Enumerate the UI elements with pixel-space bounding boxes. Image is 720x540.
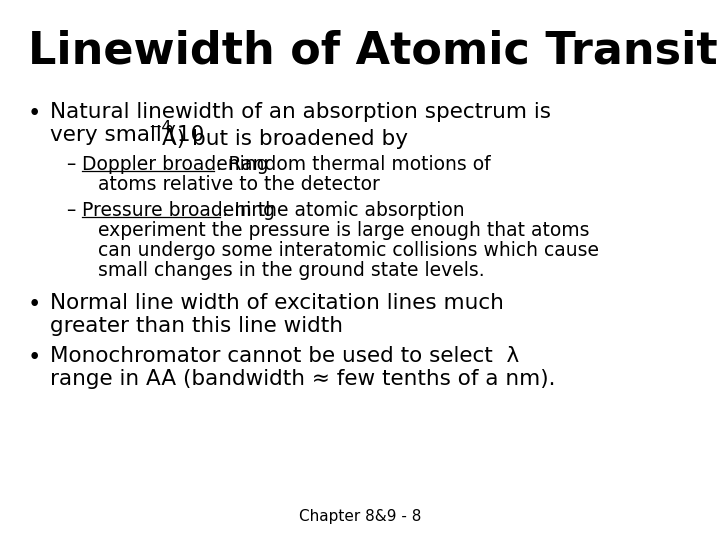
Text: Natural linewidth of an absorption spectrum is: Natural linewidth of an absorption spect… bbox=[50, 102, 551, 122]
Text: •: • bbox=[28, 346, 41, 369]
Text: range in AA (bandwidth ≈ few tenths of a nm).: range in AA (bandwidth ≈ few tenths of a… bbox=[50, 369, 556, 389]
Text: Linewidth of Atomic Transitions: Linewidth of Atomic Transitions bbox=[28, 30, 720, 73]
Text: Normal line width of excitation lines much: Normal line width of excitation lines mu… bbox=[50, 293, 504, 313]
Text: : In the atomic absorption: : In the atomic absorption bbox=[222, 201, 464, 220]
Text: : Random thermal motions of: : Random thermal motions of bbox=[216, 155, 490, 174]
Text: small changes in the ground state levels.: small changes in the ground state levels… bbox=[98, 261, 485, 280]
Text: can undergo some interatomic collisions which cause: can undergo some interatomic collisions … bbox=[98, 241, 599, 260]
Text: •: • bbox=[28, 293, 41, 316]
Text: Chapter 8&9 - 8: Chapter 8&9 - 8 bbox=[299, 509, 421, 524]
Text: −4: −4 bbox=[148, 120, 171, 135]
Text: very small (10: very small (10 bbox=[50, 125, 204, 145]
Text: atoms relative to the detector: atoms relative to the detector bbox=[98, 175, 380, 194]
Text: –: – bbox=[66, 155, 76, 174]
Text: Doppler broadening: Doppler broadening bbox=[82, 155, 269, 174]
Text: Å) but is broadened by: Å) but is broadened by bbox=[162, 125, 408, 149]
Text: •: • bbox=[28, 102, 41, 125]
Text: Monochromator cannot be used to select  λ: Monochromator cannot be used to select λ bbox=[50, 346, 519, 366]
Text: –: – bbox=[66, 201, 76, 220]
Text: greater than this line width: greater than this line width bbox=[50, 316, 343, 336]
Text: experiment the pressure is large enough that atoms: experiment the pressure is large enough … bbox=[98, 221, 590, 240]
Text: Pressure broadening: Pressure broadening bbox=[82, 201, 275, 220]
